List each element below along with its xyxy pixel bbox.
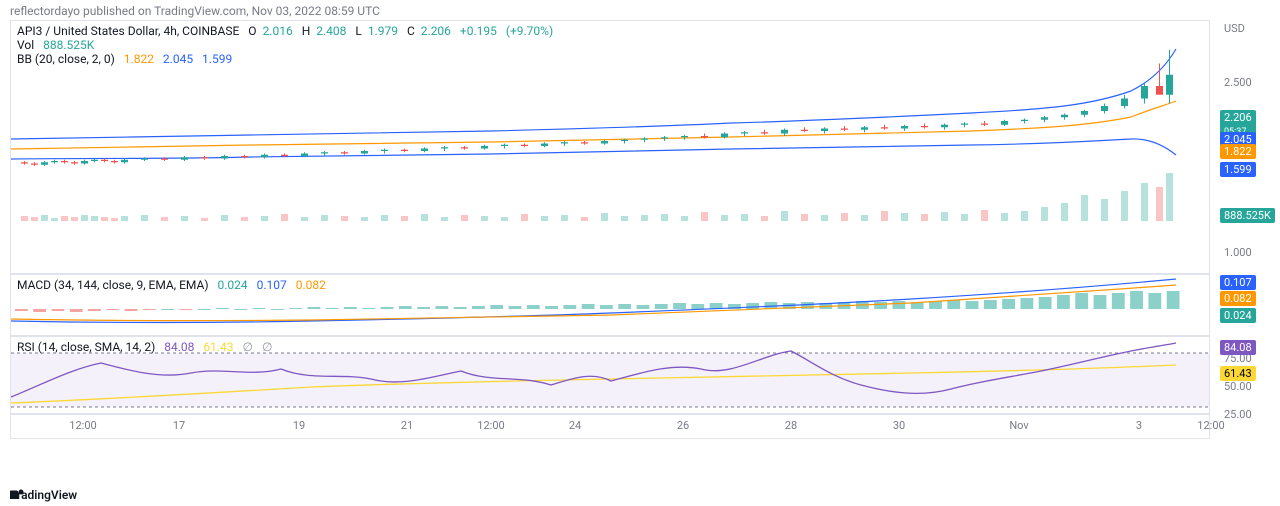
price-axis[interactable]: USD 2.5001.0002.20605:372.0451.8221.5998… <box>1220 20 1280 476</box>
axis-currency: USD <box>1224 22 1245 35</box>
tradingview-watermark: TradingView <box>10 488 77 502</box>
macd-panel[interactable]: MACD (34, 144, close, 9, EMA, EMA) 0.024… <box>10 274 1210 336</box>
tradingview-logo-icon <box>10 488 24 502</box>
rsi-legend: RSI (14, close, SMA, 14, 2) 84.08 61.43 … <box>17 340 278 354</box>
publish-header: reflectordayo published on TradingView.c… <box>0 0 1280 20</box>
rsi-panel[interactable]: RSI (14, close, SMA, 14, 2) 84.08 61.43 … <box>10 336 1210 414</box>
main-chart-panel[interactable]: API3 / United States Dollar, 4h, COINBAS… <box>10 20 1210 274</box>
macd-legend: MACD (34, 144, close, 9, EMA, EMA) 0.024… <box>17 278 332 292</box>
main-ohlc-legend: API3 / United States Dollar, 4h, COINBAS… <box>17 24 559 66</box>
time-axis: 12:0017192112:0024262830Nov312:00 <box>10 414 1210 439</box>
